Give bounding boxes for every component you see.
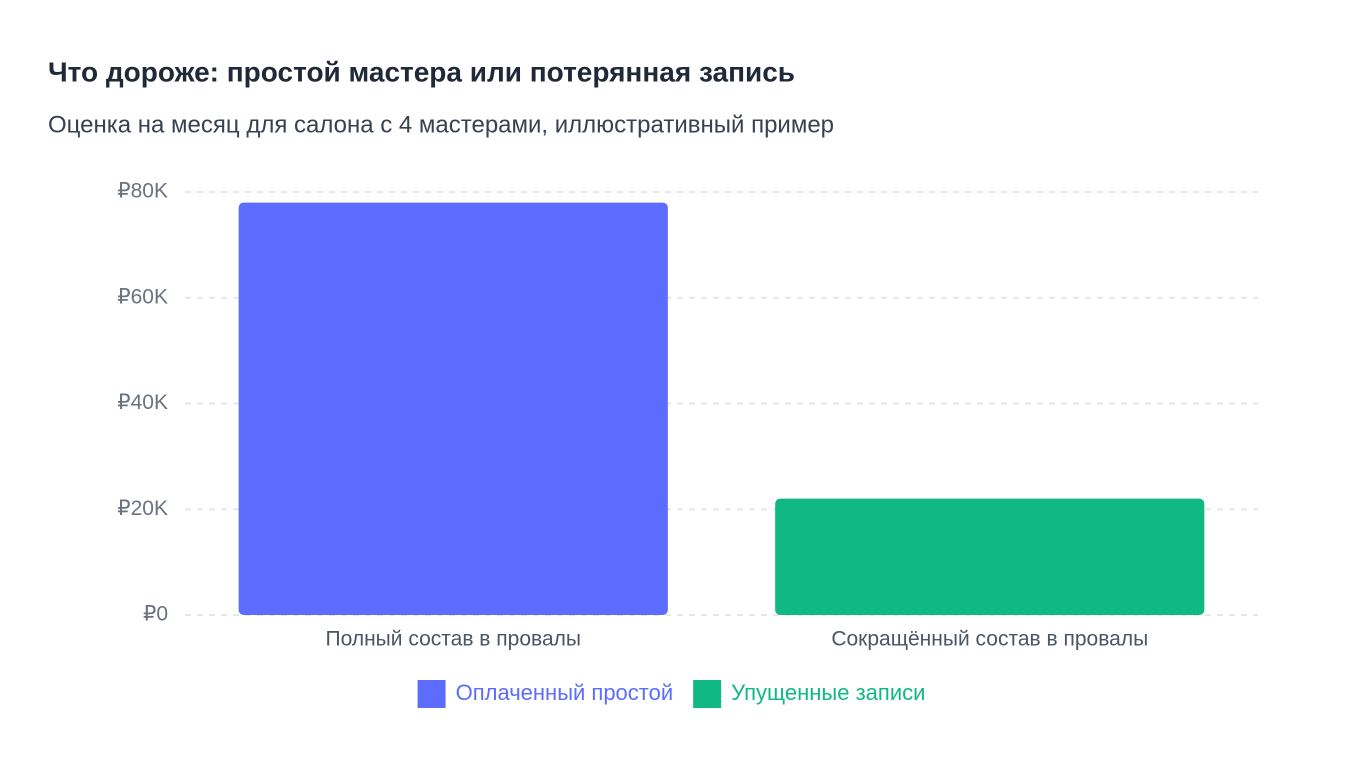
legend: Оплаченный простой Упущенные записи	[417, 680, 925, 708]
legend-swatch	[693, 680, 722, 708]
chart-subtitle: Оценка на месяц для салона с 4 мастерами…	[48, 111, 834, 138]
x-tick-label: Сокращённый состав в провалы	[831, 628, 1148, 651]
y-tick-label: ₽40K	[117, 391, 168, 414]
legend-label: Оплаченный простой	[456, 680, 674, 705]
y-tick-label: ₽80K	[117, 180, 168, 203]
x-tick-label: Полный состав в провалы	[326, 628, 581, 651]
legend-label: Упущенные записи	[731, 680, 925, 705]
bar	[775, 498, 1205, 615]
y-tick-label: ₽0	[143, 603, 168, 626]
y-tick-label: ₽20K	[117, 497, 168, 520]
chart-title: Что дороже: простой мастера или потерянн…	[48, 56, 795, 87]
bar	[238, 202, 668, 615]
legend-swatch	[417, 680, 446, 708]
y-tick-label: ₽60K	[117, 285, 168, 308]
